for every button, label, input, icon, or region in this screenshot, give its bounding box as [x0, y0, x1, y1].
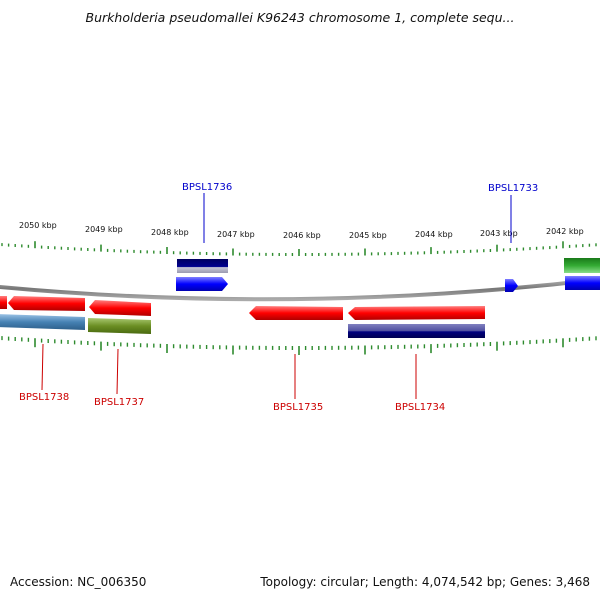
scale-label: 2048 kbp	[151, 228, 189, 237]
cds-bpsl1733-arrow[interactable]	[505, 279, 518, 292]
cds-reverse-left-edge[interactable]	[0, 296, 7, 309]
gene-label-bpsl1737[interactable]: BPSL1737	[94, 397, 144, 408]
chromosome-backbone	[0, 277, 600, 302]
cds-bpsl1735-arrow[interactable]	[249, 306, 343, 320]
cds-forward-right-arrow[interactable]	[565, 276, 600, 290]
topology-summary: Topology: circular; Length: 4,074,542 bp…	[260, 575, 590, 589]
feature-green-bar[interactable]	[564, 258, 600, 273]
scale-labels: 2050 kbp 2049 kbp 2048 kbp 2047 kbp 2046…	[19, 221, 584, 240]
gene-label-bpsl1738[interactable]: BPSL1738	[19, 392, 69, 403]
feature-steel-bar[interactable]	[0, 314, 85, 330]
feature-navy-bar[interactable]	[177, 259, 228, 273]
reverse-strand-features	[0, 296, 485, 338]
scale-label: 2050 kbp	[19, 221, 57, 230]
forward-strand-features	[176, 258, 600, 292]
feature-olive-bar[interactable]	[88, 318, 151, 334]
cds-bpsl1738-arrow[interactable]	[8, 296, 85, 311]
scale-label: 2046 kbp	[283, 231, 321, 240]
feature-navy-lower-bar[interactable]	[348, 324, 485, 338]
gene-labels: BPSL1736 BPSL1733 BPSL1738 BPSL1737 BPSL…	[19, 182, 538, 413]
scale-ticks-lower	[1, 336, 597, 355]
scale-label: 2043 kbp	[480, 229, 518, 238]
accession-text: Accession: NC_006350	[10, 575, 147, 589]
scale-label: 2044 kbp	[415, 230, 453, 239]
scale-label: 2047 kbp	[217, 230, 255, 239]
cds-bpsl1736-arrow[interactable]	[176, 277, 228, 291]
map-title: Burkholderia pseudomallei K96243 chromos…	[85, 10, 515, 25]
leader-line	[41, 343, 44, 391]
gene-label-bpsl1734[interactable]: BPSL1734	[395, 402, 445, 413]
cds-bpsl1734-arrow[interactable]	[348, 306, 485, 320]
scale-label: 2049 kbp	[85, 225, 123, 234]
scale-label: 2045 kbp	[349, 231, 387, 240]
scale-ticks-upper	[1, 241, 597, 256]
cds-bpsl1737-arrow[interactable]	[89, 300, 151, 316]
gene-label-bpsl1735[interactable]: BPSL1735	[273, 402, 323, 413]
scale-label: 2042 kbp	[546, 227, 584, 236]
gene-label-bpsl1733[interactable]: BPSL1733	[488, 183, 538, 194]
leader-line	[116, 348, 119, 395]
gene-label-bpsl1736[interactable]: BPSL1736	[182, 182, 232, 193]
